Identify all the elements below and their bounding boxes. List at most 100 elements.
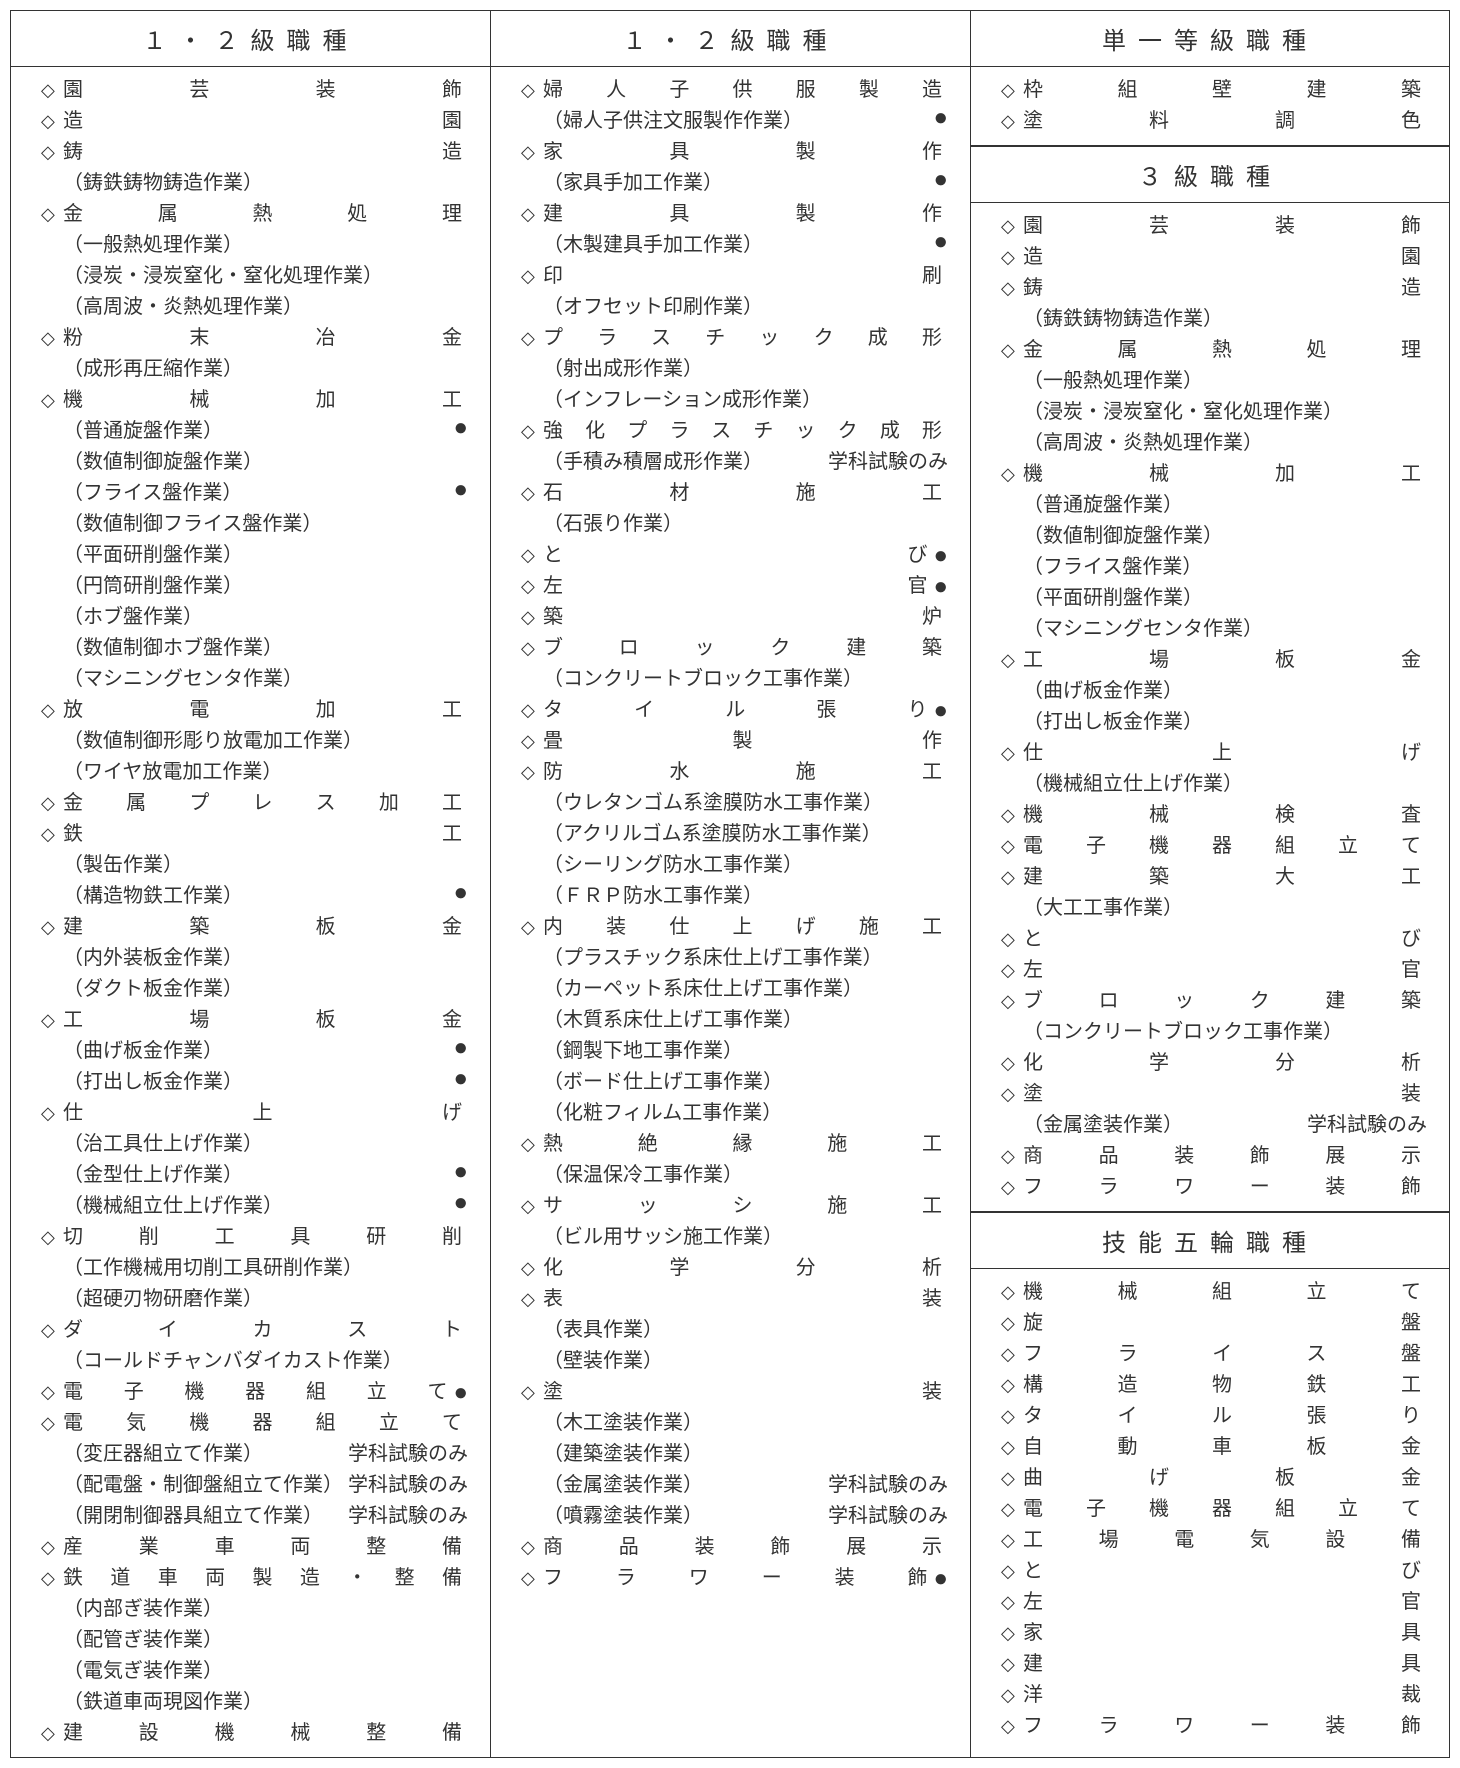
- category-label: 化学分析: [543, 1253, 948, 1284]
- category-row: ◇園芸装飾: [41, 75, 468, 106]
- category-row: ◇機械検査: [1001, 800, 1427, 831]
- diamond-icon: ◇: [1001, 1434, 1023, 1462]
- section-header: ３級職種: [971, 146, 1449, 203]
- category-label: 内装仕上げ施工: [543, 912, 948, 943]
- diamond-icon: ◇: [1001, 1651, 1023, 1679]
- category-row: ◇建築大工: [1001, 862, 1427, 893]
- category-label: 工場板金: [1023, 645, 1427, 676]
- sub-label: （木工塗装作業）: [543, 1408, 948, 1439]
- sub-label: （カーペット系床仕上げ工事作業）: [543, 974, 948, 1005]
- diamond-icon: ◇: [521, 325, 543, 353]
- category-label: 工場板金: [63, 1005, 468, 1036]
- sub-row: （鋼製下地工事作業）: [521, 1036, 948, 1067]
- category-row: ◇商品装飾展示: [521, 1532, 948, 1563]
- category-row: ◇建具製作: [521, 199, 948, 230]
- category-row: ◇塗料調色: [1001, 106, 1427, 137]
- sub-row: （アクリルゴム系塗膜防水工事作業）: [521, 819, 948, 850]
- sub-label: （アクリルゴム系塗膜防水工事作業）: [543, 819, 948, 850]
- category-label: とび: [1023, 924, 1427, 955]
- sub-row: （表具作業）: [521, 1315, 948, 1346]
- dot-icon: ●: [934, 699, 949, 723]
- sub-label: （ワイヤ放電加工作業）: [63, 757, 468, 788]
- sub-label: （ボード仕上げ工事作業）: [543, 1067, 948, 1098]
- sub-row: （打出し板金作業）●: [41, 1067, 468, 1098]
- sub-label: （成形再圧縮作業）: [63, 354, 468, 385]
- sub-label: （一般熱処理作業）: [1023, 366, 1427, 397]
- body-2: ◇婦人子供服製造（婦人子供注文服製作作業）●◇家具製作（家具手加工作業）●◇建具…: [491, 67, 970, 1602]
- sub-label: （鉄道車両現図作業）: [63, 1687, 468, 1718]
- category-label: 塗料調色: [1023, 106, 1427, 137]
- diamond-icon: ◇: [521, 573, 543, 601]
- category-label: 機械検査: [1023, 800, 1427, 831]
- sub-row: （高周波・炎熱処理作業）: [1001, 428, 1427, 459]
- diamond-icon: ◇: [41, 1534, 63, 1562]
- sub-label: （打出し板金作業）: [1023, 707, 1427, 738]
- category-row: ◇塗装: [521, 1377, 948, 1408]
- category-row: ◇放電加工: [41, 695, 468, 726]
- section-header: 単一等級職種: [971, 11, 1449, 67]
- diamond-icon: ◇: [521, 604, 543, 632]
- diamond-icon: ◇: [1001, 1465, 1023, 1493]
- category-label: 化学分析: [1023, 1048, 1427, 1079]
- sub-label: （金属塗装作業）: [1023, 1110, 1303, 1141]
- sub-label: （打出し板金作業）: [63, 1067, 454, 1098]
- sub-row: （射出成形作業）: [521, 354, 948, 385]
- table-wrap: １・２級職種 ◇園芸装飾◇造園◇鋳造（鋳鉄鋳物鋳造作業）◇金属熱処理（一般熱処理…: [10, 10, 1450, 1758]
- sub-row: （機械組立仕上げ作業）●: [41, 1191, 468, 1222]
- section: 技能五輪職種◇機械組立て◇旋盤◇フライス盤◇構造物鉄工◇タイル張り◇自動車板金◇…: [971, 1212, 1449, 1750]
- dot-icon: ●: [454, 1160, 469, 1191]
- sub-row: （金型仕上げ作業）●: [41, 1160, 468, 1191]
- diamond-icon: ◇: [41, 1224, 63, 1252]
- sub-row: （シーリング防水工事作業）: [521, 850, 948, 881]
- category-row: ◇金属熱処理: [41, 199, 468, 230]
- sub-row: （配管ぎ装作業）: [41, 1625, 468, 1656]
- category-row: ◇建設機械整備: [41, 1718, 468, 1749]
- category-label: 電子機器組立て: [63, 1377, 454, 1408]
- sub-label: （インフレーション成形作業）: [543, 385, 948, 416]
- sub-label: （鋳鉄鋳物鋳造作業）: [63, 168, 468, 199]
- category-row: ◇鉄道車両製造・整備: [41, 1563, 468, 1594]
- sub-label: （配管ぎ装作業）: [63, 1625, 468, 1656]
- dot-icon: ●: [454, 1381, 469, 1405]
- category-row: ◇枠組壁建築: [1001, 75, 1427, 106]
- sub-row: （数値制御ホブ盤作業）: [41, 633, 468, 664]
- category-row: ◇電子機器組立て●: [41, 1377, 468, 1408]
- sub-row: （普通旋盤作業）●: [41, 416, 468, 447]
- category-label: 粉末冶金: [63, 323, 468, 354]
- sub-label: （金型仕上げ作業）: [63, 1160, 454, 1191]
- category-label: 建築大工: [1023, 862, 1427, 893]
- sub-row: （ホブ盤作業）: [41, 602, 468, 633]
- sub-row: （インフレーション成形作業）: [521, 385, 948, 416]
- sub-row: （ワイヤ放電加工作業）: [41, 757, 468, 788]
- diamond-icon: ◇: [521, 201, 543, 229]
- sub-row: （円筒研削盤作業）: [41, 571, 468, 602]
- diamond-icon: ◇: [521, 1379, 543, 1407]
- diamond-icon: ◇: [1001, 1310, 1023, 1338]
- category-label: 園芸装飾: [63, 75, 468, 106]
- sub-row: （建築塗装作業）: [521, 1439, 948, 1470]
- category-row: ◇フラワー装飾: [1001, 1172, 1427, 1203]
- category-row: ◇構造物鉄工: [1001, 1370, 1427, 1401]
- category-row: ◇とび: [1001, 1556, 1427, 1587]
- dot-icon: ●: [454, 881, 469, 912]
- sub-label: （木質系床仕上げ工事作業）: [543, 1005, 948, 1036]
- sub-label: （フライス盤作業）: [63, 478, 454, 509]
- diamond-icon: ◇: [1001, 802, 1023, 830]
- sub-label: （オフセット印刷作業）: [543, 292, 948, 323]
- sub-row: （変圧器組立て作業）学科試験のみ: [41, 1439, 468, 1470]
- sub-label: （石張り作業）: [543, 509, 948, 540]
- sub-label: （保温保冷工事作業）: [543, 1160, 948, 1191]
- category-label: ブロック建築: [543, 633, 948, 664]
- category-label: 機械加工: [63, 385, 468, 416]
- sub-row: （カーペット系床仕上げ工事作業）: [521, 974, 948, 1005]
- category-row: ◇築炉: [521, 602, 948, 633]
- diamond-icon: ◇: [521, 635, 543, 663]
- sub-label: （金属塗装作業）: [543, 1470, 824, 1501]
- category-label: 枠組壁建築: [1023, 75, 1427, 106]
- category-label: 機械組立て: [1023, 1277, 1427, 1308]
- category-label: タイル張り: [543, 695, 934, 726]
- sub-label: （ＦＲＰ防水工事作業）: [543, 881, 948, 912]
- sub-label: （開閉制御器具組立て作業）: [63, 1501, 344, 1532]
- category-row: ◇防水施工: [521, 757, 948, 788]
- section-body: ◇機械組立て◇旋盤◇フライス盤◇構造物鉄工◇タイル張り◇自動車板金◇曲げ板金◇電…: [971, 1269, 1449, 1750]
